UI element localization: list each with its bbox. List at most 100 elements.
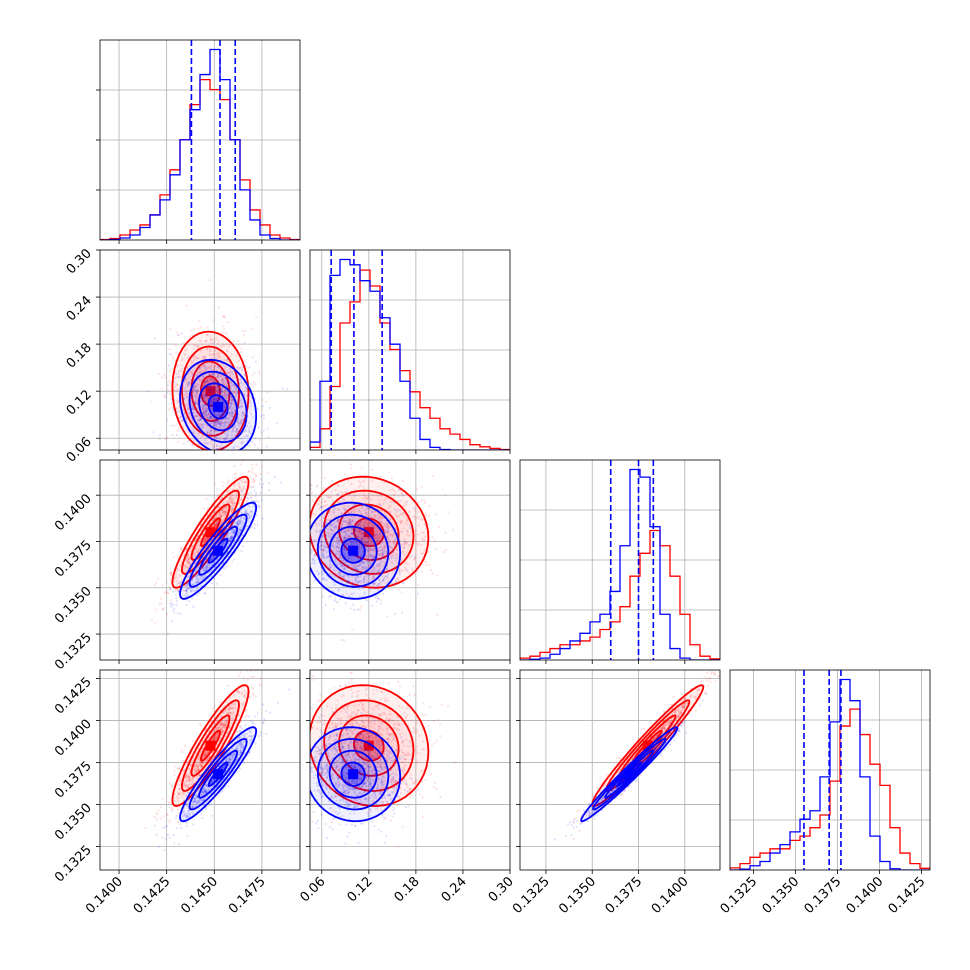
sample-point [175, 573, 178, 576]
sample-point [415, 488, 419, 491]
sample-point [206, 386, 209, 390]
sample-point [258, 453, 260, 455]
sample-point [245, 469, 247, 471]
sample-point [190, 378, 193, 381]
sample-point [192, 359, 195, 362]
sample-point [305, 559, 307, 561]
sample-point [347, 543, 350, 546]
sample-point [325, 494, 328, 497]
sample-point [233, 531, 236, 534]
sample-point [414, 538, 417, 542]
sample-point [240, 519, 243, 522]
sample-point [185, 395, 189, 398]
sample-point [342, 520, 345, 523]
sample-point [374, 596, 377, 599]
sample-point [191, 355, 194, 358]
sample-point [207, 564, 210, 567]
sample-point [223, 423, 226, 427]
sample-point [383, 522, 386, 525]
sample-point [369, 563, 372, 566]
sample-point [223, 439, 226, 442]
sample-point [187, 378, 190, 381]
sample-point [225, 417, 229, 420]
sample-point [220, 437, 223, 440]
sample-point [193, 357, 196, 360]
sample-point [204, 394, 207, 397]
sample-point [179, 469, 181, 471]
sample-point [242, 485, 245, 488]
panel-content [310, 250, 510, 450]
sample-point [336, 550, 339, 553]
sample-point [336, 576, 339, 580]
sample-point [183, 366, 186, 369]
sample-point [195, 392, 198, 396]
sample-point [191, 427, 194, 430]
sample-point [237, 482, 241, 485]
sample-point [374, 516, 377, 519]
sample-point [237, 520, 240, 523]
sample-point [196, 390, 199, 393]
sample-point [179, 583, 182, 586]
sample-point [368, 590, 371, 593]
sample-point [377, 503, 380, 506]
sample-point [183, 353, 186, 356]
sample-point [348, 535, 351, 538]
sample-point [185, 418, 189, 421]
sample-point [214, 453, 216, 455]
sample-point [236, 400, 239, 403]
sample-point [216, 389, 219, 392]
sample-point [358, 529, 361, 532]
sample-point [185, 582, 188, 585]
sample-point [202, 470, 204, 472]
sample-point [168, 408, 171, 411]
sample-point [187, 411, 190, 414]
sample-point [386, 535, 389, 539]
sample-point [247, 451, 249, 453]
sample-point [222, 485, 225, 488]
sample-point [354, 565, 357, 569]
sample-point [253, 523, 256, 526]
panel-content [100, 453, 300, 660]
sample-point [187, 560, 190, 564]
sample-point [217, 373, 220, 376]
sample-point [233, 425, 236, 428]
sample-point [398, 528, 401, 531]
sample-point [238, 456, 240, 458]
sample-point [259, 472, 262, 475]
sample-point [372, 582, 375, 585]
sample-point [194, 407, 197, 411]
sample-point [222, 394, 225, 397]
sample-point [198, 432, 201, 435]
sample-point [240, 381, 243, 384]
sample-point [211, 374, 214, 377]
sample-point [189, 381, 192, 385]
sample-point [237, 413, 240, 416]
sample-point [199, 340, 202, 343]
sample-point [367, 538, 370, 541]
sample-point [187, 560, 190, 563]
sample-point [220, 392, 223, 395]
sample-point [320, 540, 323, 544]
sample-point [248, 514, 251, 517]
sample-point [176, 388, 179, 391]
sample-point [205, 539, 208, 542]
sample-point [337, 518, 340, 521]
sample-point [239, 529, 242, 532]
sample-point [210, 390, 213, 393]
sample-point [235, 428, 239, 431]
sample-point [220, 414, 223, 417]
sample-point [182, 397, 186, 400]
sample-point [240, 516, 243, 519]
sample-point [188, 415, 191, 419]
sample-point [377, 516, 380, 520]
sample-point [201, 423, 204, 426]
sample-point [212, 379, 215, 382]
sample-point [164, 393, 167, 396]
sample-point [183, 567, 186, 570]
sample-point [218, 388, 221, 391]
sample-point [390, 561, 393, 565]
sample-point [320, 501, 323, 504]
sample-point [290, 542, 292, 544]
sample-point [363, 514, 366, 517]
sample-point [173, 611, 176, 614]
